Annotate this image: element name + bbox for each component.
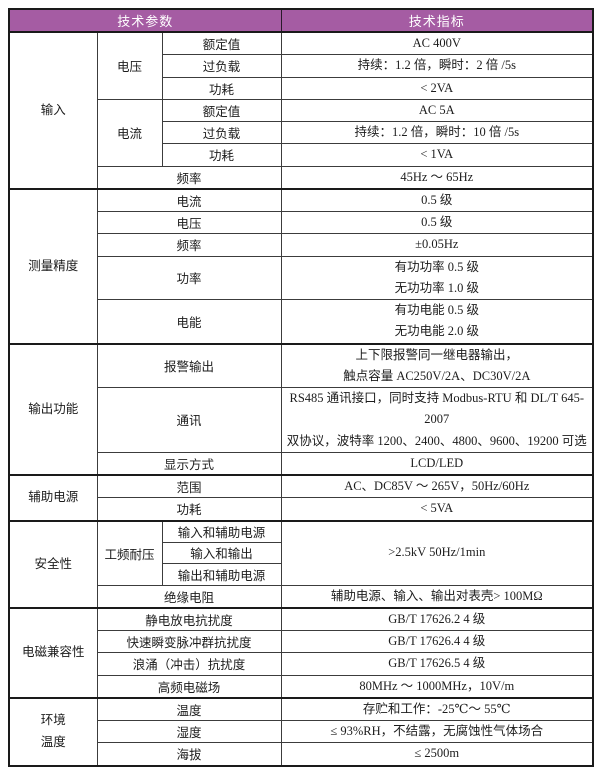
param-cell: 功耗 bbox=[161, 76, 282, 100]
value-cell: 45Hz ～ 65Hz bbox=[280, 165, 594, 190]
table-row: 通讯 RS485 通讯接口，同时支持 Modbus-RTU 和 DL/T 645… bbox=[9, 387, 594, 453]
param-cell: 频率 bbox=[96, 233, 282, 257]
param-cell: 通讯 bbox=[96, 387, 282, 453]
group-cell-measurement-accuracy: 测量精度 bbox=[8, 187, 98, 344]
value-cell: < 1VA bbox=[280, 143, 594, 167]
value-cell: ±0.05Hz bbox=[280, 233, 594, 257]
value-cell: AC 400V bbox=[280, 31, 594, 56]
param-cell: 浪涌（冲击）抗扰度 bbox=[96, 652, 282, 676]
param-cell: 过负载 bbox=[161, 120, 282, 145]
param-cell: 额定值 bbox=[161, 31, 282, 56]
value-cell: 存贮和工作：-25℃～ 55℃ bbox=[280, 696, 594, 721]
table-row: 快速瞬变脉冲群抗扰度 GB/T 17626.4 4 级 bbox=[9, 629, 594, 654]
header-cell-indicators: 技术指标 bbox=[280, 8, 594, 33]
param-cell: 静电放电抗扰度 bbox=[96, 606, 282, 631]
spec-sheet-page: 技术参数 技术指标 输入 电压 额定值 AC 400V 过负载 持续：1.2 倍… bbox=[8, 8, 595, 767]
param-cell: 快速瞬变脉冲群抗扰度 bbox=[96, 629, 282, 654]
table-row: 过负载 持续：1.2 倍，瞬时：2 倍 /5s bbox=[9, 54, 594, 78]
param-cell: 功率 bbox=[96, 255, 282, 300]
table-row: 功耗 < 2VA bbox=[9, 76, 594, 100]
param-cell: 电能 bbox=[96, 299, 282, 344]
subgroup-cell-withstand-voltage: 工频耐压 bbox=[96, 519, 163, 586]
table-row: 电能 有功电能 0.5 级 无功电能 2.0 级 bbox=[9, 299, 594, 344]
spec-table: 技术参数 技术指标 输入 电压 额定值 AC 400V 过负载 持续：1.2 倍… bbox=[8, 8, 595, 767]
value-cell: < 5VA bbox=[280, 497, 594, 521]
param-cell: 过负载 bbox=[161, 54, 282, 78]
value-cell: 辅助电源、输入、输出对表壳> 100MΩ bbox=[280, 584, 594, 609]
table-row: 显示方式 LCD/LED bbox=[9, 451, 594, 476]
table-row: 安全性 工频耐压 输入和辅助电源 >2.5kV 50Hz/1min bbox=[8, 519, 594, 609]
subgroup-cell-current: 电流 bbox=[96, 98, 163, 167]
value-cell: GB/T 17626.4 4 级 bbox=[280, 629, 594, 654]
group-cell-environment: 环境 温度 bbox=[8, 696, 98, 766]
table-row: 功耗 < 5VA bbox=[9, 497, 594, 521]
table-row: 电磁兼容性 静电放电抗扰度 GB/T 17626.2 4 级 bbox=[8, 606, 594, 699]
value-cell: RS485 通讯接口，同时支持 Modbus-RTU 和 DL/T 645-20… bbox=[280, 387, 594, 453]
param-cell: 功耗 bbox=[96, 497, 282, 521]
param-cell: 输出和辅助电源 bbox=[161, 563, 282, 586]
param-cell: 输入和输出 bbox=[161, 541, 282, 564]
param-cell: 输入和辅助电源 bbox=[161, 519, 282, 543]
param-cell: 海拔 bbox=[96, 742, 282, 766]
group-cell-output-functions: 输出功能 bbox=[8, 342, 98, 476]
value-cell: LCD/LED bbox=[280, 451, 594, 476]
table-row: 功率 有功功率 0.5 级 无功功率 1.0 级 bbox=[9, 255, 594, 300]
param-cell: 电流 bbox=[96, 187, 282, 212]
param-cell: 高频电磁场 bbox=[96, 674, 282, 699]
subgroup-cell-voltage: 电压 bbox=[96, 30, 163, 100]
table-row: 高频电磁场 80MHz ～ 1000MHz，10V/m bbox=[9, 674, 594, 699]
table-row: 海拔 ≤ 2500m bbox=[9, 742, 594, 766]
value-cell: GB/T 17626.2 4 级 bbox=[280, 606, 594, 631]
value-cell: GB/T 17626.5 4 级 bbox=[280, 652, 594, 676]
value-cell: >2.5kV 50Hz/1min bbox=[280, 519, 594, 586]
param-cell: 报警输出 bbox=[96, 342, 282, 388]
group-cell-emc: 电磁兼容性 bbox=[8, 606, 98, 699]
table-row: 输入和输出 bbox=[9, 541, 593, 564]
param-cell: 绝缘电阻 bbox=[96, 584, 282, 609]
group-cell-aux-power: 辅助电源 bbox=[8, 474, 98, 521]
value-cell: 上下限报警同一继电器输出， 触点容量 AC250V/2A、DC30V/2A bbox=[280, 342, 594, 388]
table-row: 电流 额定值 AC 5A bbox=[9, 98, 594, 167]
table-row: 频率 ±0.05Hz bbox=[9, 233, 594, 257]
param-cell: 温度 bbox=[96, 696, 282, 721]
table-row: 湿度 ≤ 93%RH，不结露，无腐蚀性气体场合 bbox=[9, 719, 594, 744]
value-cell: ≤ 2500m bbox=[280, 742, 594, 766]
table-row: 过负载 持续：1.2 倍，瞬时：10 倍 /5s bbox=[9, 120, 594, 145]
value-cell: 有功电能 0.5 级 无功电能 2.0 级 bbox=[280, 299, 594, 344]
param-cell: 频率 bbox=[96, 165, 282, 190]
table-row: 功耗 < 1VA bbox=[9, 143, 594, 167]
group-cell-input: 输入 bbox=[8, 31, 98, 190]
value-cell: ≤ 93%RH，不结露，无腐蚀性气体场合 bbox=[280, 719, 594, 744]
param-cell: 额定值 bbox=[161, 98, 282, 123]
value-cell: AC、DC85V ～ 265V，50Hz/60Hz bbox=[280, 474, 594, 499]
param-cell: 功耗 bbox=[161, 143, 282, 167]
table-row: 环境 温度 温度 存贮和工作：-25℃～ 55℃ bbox=[8, 696, 594, 766]
header-cell-params: 技术参数 bbox=[8, 8, 282, 33]
table-row: 绝缘电阻 辅助电源、输入、输出对表壳> 100MΩ bbox=[9, 584, 594, 609]
param-cell: 电压 bbox=[96, 210, 282, 235]
table-row: 测量精度 电流 0.5 级 bbox=[8, 187, 594, 344]
value-cell: 0.5 级 bbox=[280, 187, 594, 212]
table-row: 辅助电源 范围 AC、DC85V ～ 265V，50Hz/60Hz bbox=[8, 474, 594, 521]
table-row: 电压 0.5 级 bbox=[9, 210, 594, 235]
value-cell: AC 5A bbox=[280, 98, 594, 123]
table-row: 频率 45Hz ～ 65Hz bbox=[9, 165, 594, 190]
param-cell: 范围 bbox=[96, 474, 282, 499]
group-cell-safety: 安全性 bbox=[8, 519, 98, 609]
value-cell: 有功功率 0.5 级 无功功率 1.0 级 bbox=[280, 255, 594, 300]
table-header-row: 技术参数 技术指标 bbox=[8, 8, 594, 33]
value-cell: < 2VA bbox=[280, 76, 594, 100]
param-cell: 湿度 bbox=[96, 719, 282, 744]
value-cell: 持续：1.2 倍，瞬时：10 倍 /5s bbox=[280, 120, 594, 145]
table-row: 浪涌（冲击）抗扰度 GB/T 17626.5 4 级 bbox=[9, 652, 594, 676]
table-row: 输出功能 报警输出 上下限报警同一继电器输出， 触点容量 AC250V/2A、D… bbox=[8, 342, 594, 476]
param-cell: 显示方式 bbox=[96, 451, 282, 476]
value-cell: 持续：1.2 倍，瞬时：2 倍 /5s bbox=[280, 54, 594, 78]
table-row: 输入 电压 额定值 AC 400V bbox=[8, 30, 594, 190]
value-cell: 80MHz ～ 1000MHz，10V/m bbox=[280, 674, 594, 699]
value-cell: 0.5 级 bbox=[280, 210, 594, 235]
